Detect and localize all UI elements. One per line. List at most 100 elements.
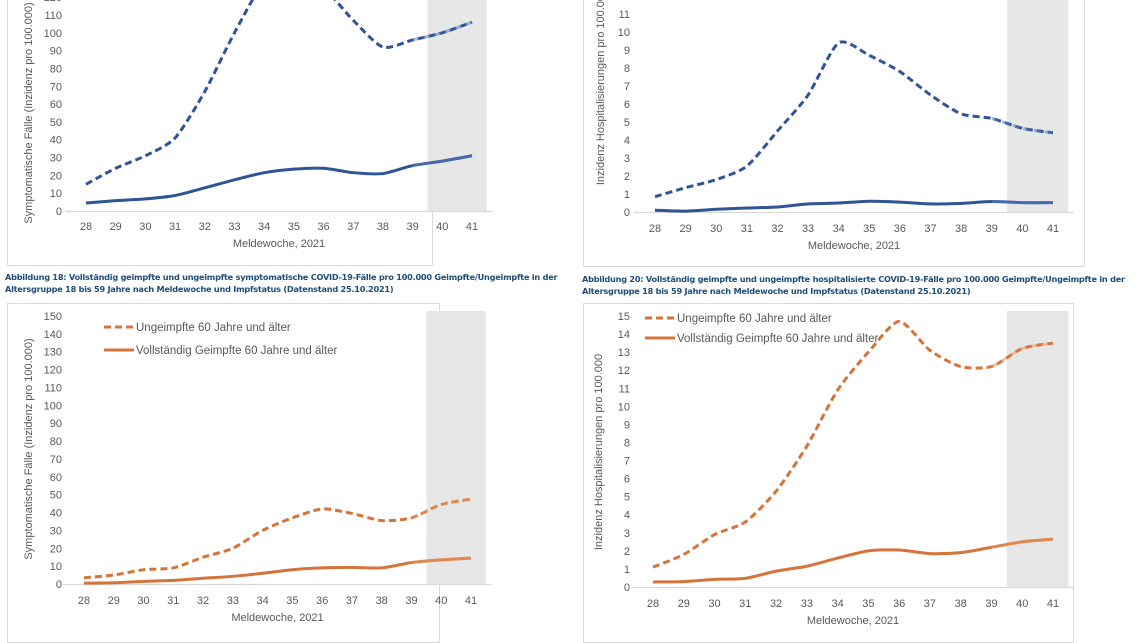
series-line-vaccinated xyxy=(86,156,472,203)
x-axis-label: Meldewoche, 2021 xyxy=(808,240,900,252)
x-tick-label: 41 xyxy=(465,595,477,607)
x-tick-label: 31 xyxy=(169,221,181,233)
y-tick-label: 10 xyxy=(618,27,630,39)
x-tick-label: 33 xyxy=(228,221,240,233)
y-tick-label: 90 xyxy=(50,418,62,430)
x-tick-label: 31 xyxy=(167,595,179,607)
series-line-preliminary xyxy=(992,202,1053,203)
x-tick-label: 32 xyxy=(197,595,209,607)
y-tick-label: 5 xyxy=(624,117,630,129)
x-tick-label: 37 xyxy=(346,595,358,607)
x-tick-label: 38 xyxy=(377,221,389,233)
x-tick-label: 39 xyxy=(985,598,997,610)
y-tick-label: 30 xyxy=(50,525,62,537)
y-tick-label: 100 xyxy=(44,28,62,40)
x-tick-label: 32 xyxy=(199,221,211,233)
x-tick-label: 35 xyxy=(288,221,300,233)
y-tick-label: 80 xyxy=(50,436,62,448)
x-tick-label: 29 xyxy=(679,223,691,235)
x-tick-label: 41 xyxy=(1047,598,1059,610)
x-tick-label: 35 xyxy=(862,598,874,610)
series-line-unvaccinated xyxy=(84,499,471,578)
x-tick-label: 33 xyxy=(227,595,239,607)
legend-label: Ungeimpfte 60 Jahre und älter xyxy=(677,313,832,325)
y-tick-label: 110 xyxy=(44,382,62,394)
x-tick-label: 38 xyxy=(376,595,388,607)
y-tick-label: 40 xyxy=(50,135,62,147)
y-tick-label: 120 xyxy=(44,0,62,4)
y-tick-label: 8 xyxy=(624,437,630,449)
x-tick-label: 28 xyxy=(80,221,92,233)
y-tick-label: 80 xyxy=(50,63,62,75)
x-tick-label: 29 xyxy=(110,221,122,233)
y-tick-label: 7 xyxy=(624,81,630,93)
x-tick-label: 32 xyxy=(770,598,782,610)
y-tick-label: 60 xyxy=(50,99,62,111)
legend-label: Vollständig Geimpfte 60 Jahre und älter xyxy=(677,333,879,345)
shaded-region xyxy=(1007,0,1068,212)
x-tick-label: 31 xyxy=(739,598,751,610)
y-tick-label: 13 xyxy=(618,347,630,359)
series-line-unvaccinated xyxy=(86,0,472,184)
y-tick-label: 12 xyxy=(618,0,630,3)
y-tick-label: 1 xyxy=(624,189,630,201)
y-tick-label: 15 xyxy=(618,311,630,323)
y-tick-label: 6 xyxy=(624,474,630,486)
x-tick-label: 34 xyxy=(256,595,268,607)
shaded-region xyxy=(426,311,486,584)
y-tick-label: 7 xyxy=(624,456,630,468)
x-tick-label: 36 xyxy=(316,595,328,607)
x-axis-label: Meldewoche, 2021 xyxy=(231,612,323,624)
y-tick-label: 20 xyxy=(50,170,62,182)
x-tick-label: 37 xyxy=(924,598,936,610)
series-lines xyxy=(653,321,1053,582)
y-tick-label: 150 xyxy=(44,311,62,323)
y-tick-label: 70 xyxy=(50,81,62,93)
y-tick-label: 8 xyxy=(624,63,630,75)
y-tick-label: 100 xyxy=(44,400,62,412)
x-axis-label: Meldewoche, 2021 xyxy=(807,615,899,627)
x-tick-label: 31 xyxy=(741,223,753,235)
y-axis-label: Symptomatische Fälle (Inzidenz pro 100.0… xyxy=(23,2,35,223)
y-tick-label: 4 xyxy=(624,135,630,147)
y-tick-label: 120 xyxy=(44,365,62,377)
x-tick-label: 37 xyxy=(347,221,359,233)
y-axis-label: Symptomatische Fälle (Inzidenz pro 100.0… xyxy=(23,338,35,559)
y-tick-label: 140 xyxy=(44,329,62,341)
x-tick-label: 33 xyxy=(801,598,813,610)
y-tick-label: 10 xyxy=(50,561,62,573)
y-tick-label: 11 xyxy=(619,9,630,21)
x-tick-label: 28 xyxy=(647,598,659,610)
x-tick-label: 40 xyxy=(436,221,448,233)
y-tick-label: 9 xyxy=(624,45,630,57)
y-tick-label: 30 xyxy=(50,153,62,165)
x-tick-label: 38 xyxy=(955,598,967,610)
y-tick-label: 11 xyxy=(619,383,630,395)
y-tick-label: 0 xyxy=(624,207,630,219)
legend-label: Vollständig Geimpfte 60 Jahre und älter xyxy=(136,345,338,357)
x-tick-label: 36 xyxy=(894,223,906,235)
x-tick-label: 33 xyxy=(802,223,814,235)
y-tick-label: 3 xyxy=(624,153,630,165)
y-tick-label: 2 xyxy=(624,171,630,183)
x-tick-label: 30 xyxy=(139,221,151,233)
x-tick-label: 39 xyxy=(406,221,418,233)
x-tick-label: 39 xyxy=(405,595,417,607)
x-tick-label: 39 xyxy=(986,223,998,235)
y-tick-label: 2 xyxy=(624,546,630,558)
x-axis-label: Meldewoche, 2021 xyxy=(233,238,325,250)
x-tick-label: 36 xyxy=(893,598,905,610)
x-tick-label: 41 xyxy=(466,221,478,233)
x-tick-label: 41 xyxy=(1047,223,1059,235)
x-tick-label: 40 xyxy=(1016,598,1028,610)
y-tick-label: 50 xyxy=(50,117,62,129)
y-tick-label: 130 xyxy=(44,347,62,359)
y-tick-label: 14 xyxy=(618,329,630,341)
y-axis-label: Inzidenz Hospitalisierungen pro 100.000 xyxy=(593,354,605,550)
y-tick-label: 50 xyxy=(50,490,62,502)
y-tick-label: 110 xyxy=(44,10,62,22)
y-tick-label: 0 xyxy=(56,206,62,218)
